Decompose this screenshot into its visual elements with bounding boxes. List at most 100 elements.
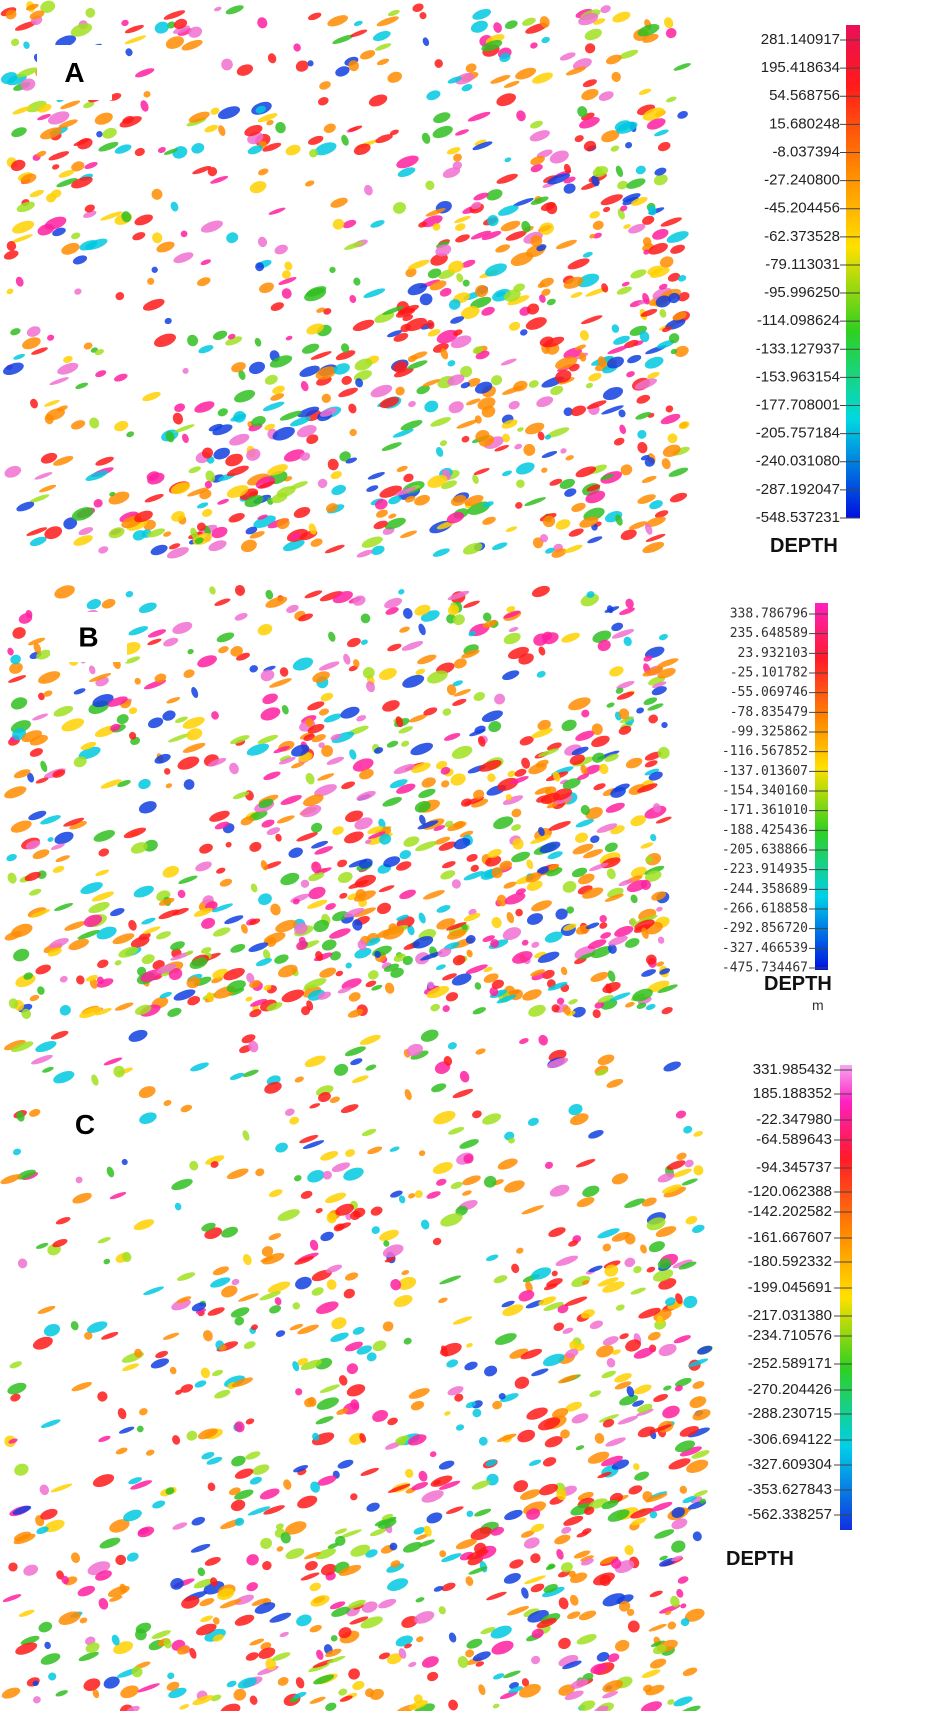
depth-blob [36, 150, 47, 157]
depth-blob [371, 545, 385, 555]
depth-blob [216, 867, 226, 874]
depth-blob [451, 973, 472, 986]
depth-blob [460, 798, 472, 807]
depth-blob [232, 791, 250, 800]
depth-blob [125, 48, 133, 57]
depth-blob [593, 232, 602, 239]
depth-blob [172, 621, 193, 635]
depth-blob [97, 959, 109, 969]
depth-blob [138, 778, 151, 790]
depth-blob [264, 374, 278, 385]
depth-blob [662, 1405, 680, 1419]
depth-blob [332, 218, 345, 230]
depth-blob [436, 1178, 447, 1186]
depth-blob [353, 907, 376, 918]
depth-blob [226, 485, 249, 498]
depth-blob [482, 1113, 502, 1125]
depth-blob [611, 71, 621, 82]
depth-blob [513, 380, 528, 392]
depth-blob [187, 334, 199, 347]
depth-blob [335, 66, 350, 77]
depth-blob [309, 1239, 319, 1251]
depth-blob [63, 355, 73, 363]
depth-blob [502, 795, 524, 805]
depth-blob [418, 221, 428, 228]
depth-blob [162, 865, 179, 878]
depth-blob [455, 234, 470, 243]
depth-blob [442, 1005, 450, 1013]
depth-blob [249, 180, 267, 194]
depth-blob [392, 202, 407, 214]
depth-blob [576, 1197, 595, 1208]
depth-blob [548, 863, 560, 871]
depth-blob [614, 1639, 630, 1652]
depth-blob [325, 503, 338, 513]
depth-blob [108, 491, 130, 505]
depth-blob [331, 484, 347, 496]
depth-blob [258, 798, 274, 809]
depth-blob [561, 719, 577, 732]
depth-blob [397, 167, 416, 178]
depth-blob [641, 969, 657, 977]
depth-blob [631, 866, 647, 878]
depth-blob [130, 936, 150, 948]
depth-blob [665, 405, 674, 413]
depth-blob [277, 1677, 289, 1686]
depth-blob [269, 678, 292, 688]
depth-blob [134, 510, 153, 523]
depth-blob [389, 129, 399, 136]
map-panel [4, 584, 679, 1020]
depth-blob [647, 265, 663, 276]
depth-blob [174, 716, 188, 723]
depth-blob [320, 407, 338, 417]
depth-blob [296, 940, 308, 950]
depth-blob [55, 1690, 68, 1697]
depth-blob [72, 1192, 92, 1204]
depth-blob [344, 1046, 366, 1057]
depth-blob [174, 403, 186, 413]
depth-blob [326, 1279, 337, 1290]
depth-blob [351, 1075, 369, 1084]
colorbar-tick-label: -252.589171 [748, 1355, 832, 1372]
depth-blob [455, 72, 475, 85]
depth-blob [430, 1003, 440, 1012]
depth-blob [98, 141, 119, 152]
depth-blob [95, 869, 110, 877]
depth-blob [360, 1616, 383, 1629]
depth-blob [459, 1139, 479, 1149]
depth-blob [583, 140, 596, 152]
depth-blob [76, 975, 85, 985]
depth-blob [483, 973, 499, 983]
depth-blob [329, 928, 351, 939]
depth-blob [554, 1534, 571, 1545]
depth-blob [306, 323, 324, 335]
depth-blob [230, 1499, 246, 1512]
depth-blob [323, 308, 332, 315]
depth-blob [342, 219, 357, 229]
depth-blob [432, 125, 453, 139]
depth-blob [668, 333, 680, 344]
depth-blob [463, 871, 485, 881]
depth-blob [461, 924, 468, 931]
depth-blob [29, 1108, 41, 1117]
depth-blob [481, 231, 502, 240]
depth-blob [589, 211, 600, 219]
depth-blob [246, 743, 270, 756]
depth-blob [181, 433, 189, 444]
depth-blob [55, 35, 77, 48]
depth-blob [446, 512, 465, 524]
depth-blob [32, 713, 49, 721]
depth-blob [340, 1104, 359, 1114]
depth-blob [250, 998, 268, 1007]
depth-blob [407, 360, 428, 370]
depth-blob [166, 697, 181, 704]
depth-blob [560, 966, 568, 976]
depth-blob [555, 239, 577, 250]
depth-blob [344, 831, 364, 844]
colorbar-title: DEPTH [770, 535, 838, 557]
depth-blob [619, 716, 634, 724]
depth-blob [50, 843, 65, 850]
depth-blob [113, 1065, 125, 1078]
depth-blob [379, 1229, 399, 1241]
depth-blob [444, 820, 454, 828]
